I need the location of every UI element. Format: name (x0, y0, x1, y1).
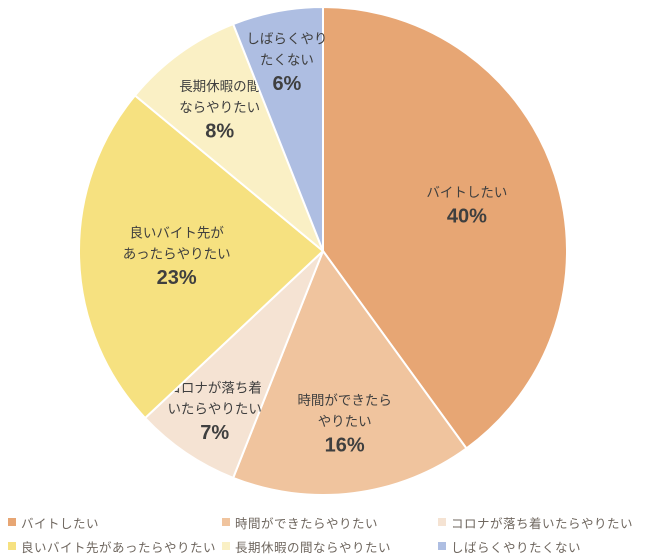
slice-label-text: いたらやりたい (167, 401, 262, 416)
slice-label-text: 時間ができたら (297, 393, 392, 408)
legend-swatch-icon (8, 518, 16, 526)
slice-label-text: ならやりたい (179, 100, 260, 115)
pie-slice-4 (133, 23, 324, 252)
slice-label-1: 時間ができたらやりたい 16% (297, 393, 392, 457)
legend-label: 時間ができたらやりたい (235, 516, 379, 531)
legend-label: 長期休暇の間ならやりたい (235, 540, 392, 555)
legend-item-4: 長期休暇の間ならやりたい (222, 537, 438, 556)
slice-label-3: 良いバイト先があったらやりたい 23% (123, 226, 231, 290)
legend-swatch-icon (222, 518, 230, 526)
slice-percent-label: 8% (205, 120, 234, 142)
slice-label-text: あったらやりたい (123, 247, 231, 262)
slice-label-text: バイトしたい (426, 185, 507, 200)
legend-item-5: しばらくやりたくない (438, 537, 646, 556)
slice-label-text: コロナが落ち着 (167, 379, 262, 395)
pie-slice-0 (322, 6, 568, 450)
slice-label-text: 長期休暇の間 (179, 79, 260, 94)
slice-label-text: やりたい (318, 414, 372, 429)
slice-label-text: しばらくやり (246, 32, 327, 47)
slice-label-5: しばらくやりたくない 6% (246, 32, 327, 95)
legend-swatch-icon (438, 518, 446, 526)
legend-item-0: バイトしたい (8, 513, 222, 532)
pie-slice-5 (232, 6, 324, 252)
slice-label-text: たくない (260, 53, 314, 68)
slice-percent-label: 23% (157, 267, 197, 289)
legend-item-3: 良いバイト先があったらやりたい (8, 537, 222, 556)
legend-swatch-icon (222, 542, 230, 550)
slice-label-text: 良いバイト先が (129, 226, 224, 241)
slice-percent-label: 7% (200, 422, 229, 444)
legend-label: 良いバイト先があったらやりたい (21, 540, 217, 555)
slice-label-2: コロナが落ち着いたらやりたい 7% (167, 379, 262, 444)
legend-item-2: コロナが落ち着いたらやりたい (438, 513, 646, 532)
pie-slice-1 (232, 250, 468, 496)
pie-chart: バイトしたい 40% 時間ができたらやりたい 16% コロナが落ち着いたらやりたい 7% 良… (78, 6, 568, 496)
slice-label-4: 長期休暇の間ならやりたい 8% (179, 79, 260, 142)
slice-percent-label: 6% (272, 73, 301, 95)
legend-swatch-icon (8, 542, 16, 550)
legend-label: バイトしたい (21, 516, 100, 531)
slice-percent-label: 40% (447, 205, 487, 227)
legend-label: しばらくやりたくない (451, 540, 582, 555)
slice-percent-label: 16% (325, 434, 365, 456)
legend-swatch-icon (438, 542, 446, 550)
pie-slice-3 (78, 94, 324, 420)
chart-legend: バイトしたい 時間ができたらやりたい コロナが落ち着いたらやりたい良いバイト先があっ… (8, 510, 646, 558)
legend-item-1: 時間ができたらやりたい (222, 513, 438, 532)
pie-slice-2 (144, 250, 324, 479)
slice-label-0: バイトしたい 40% (426, 185, 507, 228)
legend-label: コロナが落ち着いたらやりたい (451, 516, 634, 531)
